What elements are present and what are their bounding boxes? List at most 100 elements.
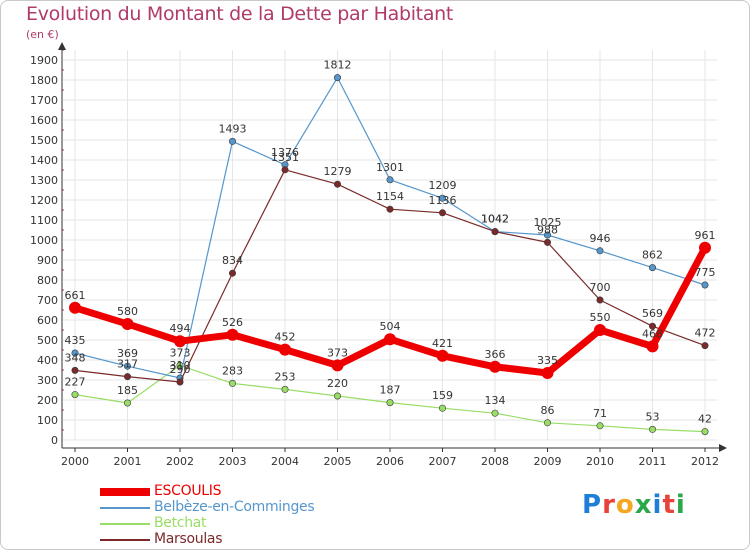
data-point [436, 349, 449, 362]
data-point [594, 324, 606, 336]
data-label: 775 [695, 266, 716, 279]
data-label: 373 [327, 346, 348, 359]
y-tick-label: 1600 [30, 114, 58, 127]
data-point [121, 318, 134, 330]
data-point [331, 359, 344, 372]
y-tick-label: 800 [37, 274, 58, 287]
data-label: 187 [380, 384, 401, 397]
data-point [229, 379, 237, 387]
data-label: 310 [170, 359, 191, 372]
data-label: 504 [380, 320, 401, 333]
data-point [701, 281, 709, 289]
y-tick-label: 300 [37, 374, 58, 387]
legend-label: Belbèze-en-Comminges [154, 499, 315, 515]
data-point [489, 360, 501, 373]
legend-label: ESCOULIS [154, 483, 222, 499]
x-tick-label: 2000 [61, 455, 89, 468]
y-tick-label: 200 [37, 394, 58, 407]
y-tick-label: 0 [51, 434, 58, 447]
data-point [124, 373, 132, 381]
data-label: 580 [117, 305, 138, 318]
data-label: 700 [590, 281, 611, 294]
data-label: 1812 [324, 59, 352, 72]
x-tick-label: 2012 [691, 455, 719, 468]
data-point [596, 422, 604, 430]
legend-swatch [100, 523, 150, 525]
data-label: 1301 [376, 161, 404, 174]
data-point [386, 176, 394, 184]
legend-label: Betchat [154, 515, 207, 531]
x-tick-label: 2007 [429, 455, 457, 468]
data-label: 335 [537, 354, 558, 367]
data-point [386, 399, 394, 407]
y-tick-label: 900 [37, 254, 58, 267]
y-tick-label: 100 [37, 414, 58, 427]
x-tick-label: 2004 [271, 455, 299, 468]
data-label: 1042 [481, 213, 509, 226]
y-tick-label: 1500 [30, 134, 58, 147]
data-point [229, 269, 237, 277]
data-point [281, 166, 289, 174]
proxiti-logo: Proxiti [582, 490, 686, 520]
legend-swatch [100, 488, 150, 496]
legend-swatch [100, 539, 150, 541]
data-label: 220 [327, 377, 348, 390]
data-label: 1279 [324, 165, 352, 178]
data-label: 42 [698, 413, 712, 426]
data-label: 661 [65, 289, 86, 302]
y-tick-label: 1300 [30, 174, 58, 187]
chart-title: Evolution du Montant de la Dette par Hab… [26, 3, 454, 25]
data-label: 421 [432, 337, 453, 350]
data-point [648, 264, 656, 272]
data-label: 569 [642, 307, 663, 320]
y-tick-label: 1000 [30, 234, 58, 247]
data-point [176, 378, 184, 386]
y-tick-label: 1800 [30, 74, 58, 87]
data-label: 494 [170, 322, 191, 335]
legend-label: Marsoulas [154, 531, 223, 547]
data-label: 227 [65, 376, 86, 389]
data-label: 290 [170, 363, 191, 376]
logo-letter: o [615, 490, 635, 520]
data-label: 373 [170, 346, 191, 359]
data-label: 348 [65, 351, 86, 364]
data-point [543, 238, 551, 246]
logo-letter: i [652, 490, 663, 520]
data-label: 1025 [534, 216, 562, 229]
x-tick-label: 2003 [219, 455, 247, 468]
data-label: 862 [642, 249, 663, 262]
x-tick-label: 2009 [534, 455, 562, 468]
data-point [646, 340, 659, 353]
y-tick-label: 500 [37, 334, 58, 347]
y-tick-label: 700 [37, 294, 58, 307]
data-point [229, 137, 237, 145]
y-tick-label: 1900 [30, 54, 58, 67]
data-point [71, 349, 79, 357]
y-tick-label: 400 [37, 354, 58, 367]
logo-letter: r [602, 490, 616, 520]
y-tick-label: 600 [37, 314, 58, 327]
x-tick-label: 2002 [166, 455, 194, 468]
data-label: 1154 [376, 190, 404, 203]
logo-letter: t [662, 490, 676, 520]
x-axis-arrow [719, 444, 727, 452]
legend-swatch [100, 507, 150, 509]
data-label: 550 [590, 311, 611, 324]
data-label: 369 [117, 347, 138, 360]
data-label: 1351 [271, 151, 299, 164]
data-point [648, 322, 656, 330]
data-point [279, 343, 291, 356]
data-label: 1376 [271, 146, 299, 159]
chart-subtitle: (en €) [26, 28, 59, 41]
data-point [701, 428, 709, 436]
data-point [543, 419, 551, 427]
data-label: 1042 [481, 213, 509, 226]
data-label: 159 [432, 389, 453, 402]
x-tick-label: 2005 [324, 455, 352, 468]
data-label: 468 [642, 327, 663, 340]
x-tick-label: 2010 [586, 455, 614, 468]
data-label: 134 [485, 394, 506, 407]
data-point [386, 205, 394, 213]
data-point [438, 209, 446, 217]
